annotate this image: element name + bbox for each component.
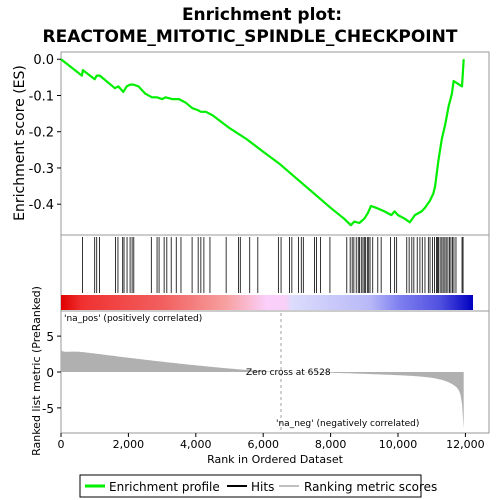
x-tick-label: 10,000 — [379, 438, 418, 451]
neg-label: 'na_neg' (negatively correlated) — [276, 419, 419, 429]
legend-label-hits: Hits — [251, 480, 274, 494]
pos-label: 'na_pos' (positively correlated) — [64, 314, 202, 324]
es-y-label: Enrichment score (ES) — [12, 65, 28, 221]
hits-layer — [82, 237, 464, 293]
metric-y-tick-label: -5 — [42, 402, 54, 416]
metric-y-label: Ranked list metric (PreRanked) — [30, 286, 43, 456]
metric-y-tick-label: 5 — [46, 330, 54, 344]
es-y-tick-label: -0.3 — [29, 162, 54, 177]
x-tick-label: 6,000 — [247, 438, 279, 451]
x-label: Rank in Ordered Dataset — [207, 453, 344, 466]
es-curve-layer — [60, 58, 465, 227]
x-tick-label: 0 — [58, 438, 65, 451]
es-y-tick-label: -0.1 — [29, 89, 54, 104]
chart-title-line1: Enrichment plot: — [182, 5, 342, 25]
x-axis: 0 2,000 4,000 6,000 8,000 10,000 12,000 — [58, 433, 485, 451]
legend: Enrichment profile Hits Ranking metric s… — [79, 474, 437, 498]
ranking-metric-area — [61, 350, 464, 429]
chart-title-line2: REACTOME_MITOTIC_SPINDLE_CHECKPOINT — [43, 27, 458, 47]
legend-label-metric: Ranking metric scores — [304, 480, 437, 494]
x-tick-label: 8,000 — [315, 438, 347, 451]
es-y-axis: 0.0 -0.1 -0.2 -0.3 -0.4 — [29, 53, 61, 213]
metric-layer — [61, 313, 464, 431]
x-tick-label: 2,000 — [113, 438, 145, 451]
es-y-tick-label: 0.0 — [33, 53, 54, 68]
es-y-tick-label: -0.4 — [29, 198, 54, 213]
x-tick-label: 12,000 — [446, 438, 485, 451]
metric-y-axis: 5 0 -5 — [42, 330, 61, 416]
zero-cross-label: Zero cross at 6528 — [246, 368, 331, 378]
legend-label-enrichment: Enrichment profile — [109, 480, 220, 494]
es-y-tick-label: -0.2 — [29, 126, 54, 141]
ranking-color-bar — [61, 295, 473, 310]
x-tick-label: 4,000 — [180, 438, 212, 451]
legend-box — [79, 474, 422, 498]
enrichment-profile-line — [60, 58, 465, 227]
es-panel-frame — [60, 51, 490, 236]
metric-y-tick-label: 0 — [46, 366, 54, 380]
